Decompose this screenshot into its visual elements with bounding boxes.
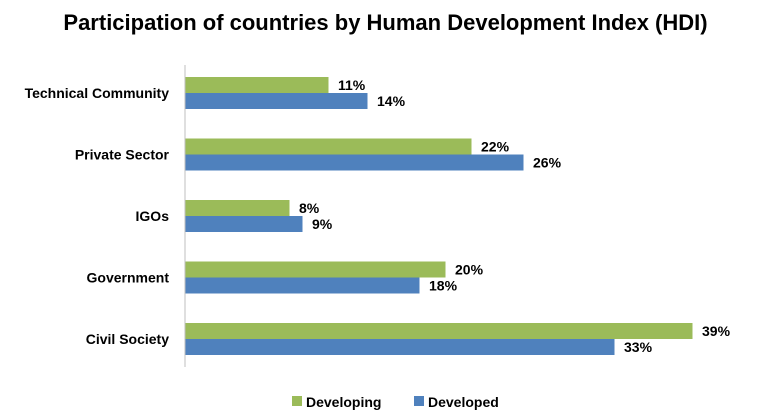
data-label: 11% — [338, 77, 366, 93]
data-label: 22% — [481, 139, 510, 155]
data-label: 33% — [624, 339, 653, 355]
data-label: 18% — [429, 278, 458, 294]
category-label: Government — [87, 270, 170, 286]
bar-developed — [185, 154, 524, 171]
legend-label: Developing — [306, 394, 381, 410]
category-label: Private Sector — [75, 147, 170, 163]
bar-developed — [185, 216, 303, 232]
bar-developing — [185, 77, 329, 93]
data-label: 8% — [299, 200, 320, 216]
data-label: 9% — [312, 216, 333, 232]
legend-swatch-developing — [292, 396, 302, 406]
chart-title: Participation of countries by Human Deve… — [63, 10, 708, 35]
bar-developed — [185, 93, 368, 109]
data-label: 39% — [702, 323, 731, 339]
category-label: Technical Community — [25, 85, 170, 101]
category-label: IGOs — [136, 208, 170, 224]
bar-developing — [185, 138, 472, 155]
bar-developed — [185, 339, 615, 355]
bar-developing — [185, 200, 290, 216]
bar-developed — [185, 277, 420, 294]
category-label: Civil Society — [86, 331, 169, 347]
legend-label: Developed — [428, 394, 499, 410]
data-label: 26% — [533, 155, 562, 171]
legend-swatch-developed — [414, 396, 424, 406]
data-label: 14% — [377, 93, 406, 109]
bar-developing — [185, 261, 446, 278]
data-label: 20% — [455, 262, 484, 278]
bar-developing — [185, 323, 693, 339]
